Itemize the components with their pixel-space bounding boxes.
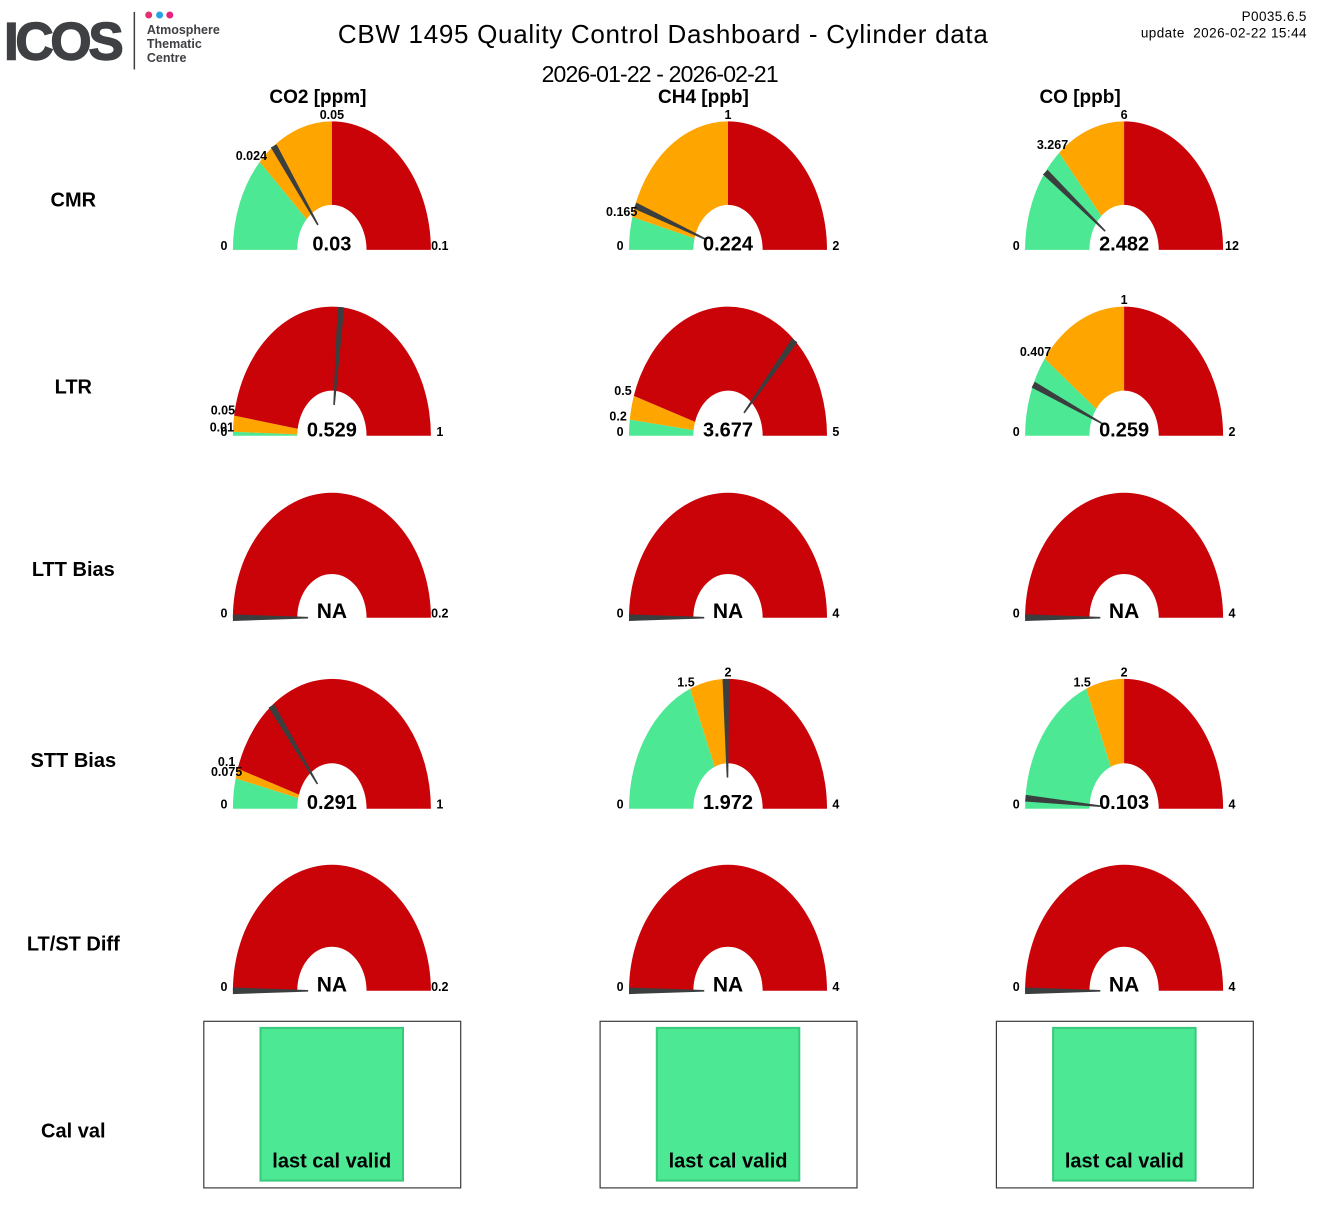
- svg-text:0.05: 0.05: [211, 403, 235, 417]
- svg-text:0: 0: [1013, 425, 1020, 439]
- svg-text:Centre: Centre: [147, 51, 187, 65]
- svg-text:update 2026-02-22 15:44: update 2026-02-22 15:44: [1141, 25, 1307, 40]
- svg-text:0: 0: [1013, 239, 1020, 253]
- svg-text:1: 1: [436, 425, 443, 439]
- svg-text:0: 0: [221, 798, 228, 812]
- svg-text:0: 0: [617, 607, 624, 621]
- svg-text:NA: NA: [317, 600, 347, 623]
- svg-text:0: 0: [617, 425, 624, 439]
- svg-text:1: 1: [725, 108, 732, 122]
- svg-text:LTT Bias: LTT Bias: [32, 559, 115, 581]
- svg-text:5: 5: [832, 425, 839, 439]
- svg-text:0.407: 0.407: [1020, 345, 1051, 359]
- svg-text:0: 0: [221, 239, 228, 253]
- svg-text:4: 4: [1229, 980, 1236, 994]
- svg-text:0: 0: [221, 425, 228, 439]
- svg-text:0.165: 0.165: [606, 205, 637, 219]
- svg-text:NA: NA: [1109, 600, 1139, 623]
- svg-text:0: 0: [1013, 980, 1020, 994]
- svg-text:0.529: 0.529: [307, 419, 357, 441]
- svg-text:4: 4: [832, 607, 839, 621]
- svg-text:Atmosphere: Atmosphere: [147, 23, 220, 37]
- svg-text:CO [ppb]: CO [ppb]: [1039, 87, 1120, 108]
- svg-text:1.5: 1.5: [677, 675, 694, 689]
- svg-text:LTR: LTR: [55, 377, 93, 399]
- svg-text:0.2: 0.2: [609, 409, 626, 423]
- svg-text:1: 1: [436, 798, 443, 812]
- svg-text:ICOS: ICOS: [4, 13, 122, 72]
- svg-text:6: 6: [1121, 108, 1128, 122]
- svg-text:CH4 [ppb]: CH4 [ppb]: [658, 87, 749, 108]
- svg-text:1: 1: [1121, 293, 1128, 307]
- svg-text:0.024: 0.024: [236, 149, 267, 163]
- svg-text:3.677: 3.677: [703, 419, 753, 441]
- svg-text:0: 0: [617, 239, 624, 253]
- svg-text:0.2: 0.2: [431, 980, 448, 994]
- svg-text:0.103: 0.103: [1099, 792, 1149, 814]
- svg-text:NA: NA: [713, 973, 743, 996]
- svg-text:2: 2: [1121, 665, 1128, 679]
- svg-text:2026-01-22 - 2026-02-21: 2026-01-22 - 2026-02-21: [542, 61, 778, 87]
- svg-text:last cal valid: last cal valid: [1065, 1150, 1184, 1172]
- svg-text:Thematic: Thematic: [147, 37, 202, 51]
- svg-text:0: 0: [221, 607, 228, 621]
- svg-text:4: 4: [832, 798, 839, 812]
- svg-text:last cal valid: last cal valid: [272, 1150, 391, 1172]
- svg-text:2: 2: [725, 665, 732, 679]
- svg-text:0.05: 0.05: [320, 108, 344, 122]
- svg-text:0: 0: [617, 798, 624, 812]
- svg-text:0.03: 0.03: [312, 233, 351, 255]
- svg-text:0.291: 0.291: [307, 792, 357, 814]
- svg-text:0.1: 0.1: [431, 239, 448, 253]
- svg-text:CO2 [ppm]: CO2 [ppm]: [269, 87, 366, 108]
- svg-text:last cal valid: last cal valid: [669, 1150, 788, 1172]
- svg-text:4: 4: [1229, 607, 1236, 621]
- svg-text:4: 4: [832, 980, 839, 994]
- svg-text:NA: NA: [1109, 973, 1139, 996]
- svg-text:LT/ST Diff: LT/ST Diff: [27, 934, 120, 956]
- svg-text:1.5: 1.5: [1074, 675, 1091, 689]
- svg-text:P0035.6.5: P0035.6.5: [1242, 9, 1307, 24]
- svg-text:0.075: 0.075: [211, 765, 242, 779]
- svg-text:CBW 1495 Quality Control Dashb: CBW 1495 Quality Control Dashboard - Cyl…: [338, 19, 989, 49]
- svg-text:STT Bias: STT Bias: [31, 750, 117, 772]
- svg-text:0.224: 0.224: [703, 233, 754, 255]
- svg-text:NA: NA: [317, 973, 347, 996]
- svg-text:3.267: 3.267: [1037, 138, 1068, 152]
- svg-text:0: 0: [1013, 607, 1020, 621]
- svg-text:0.259: 0.259: [1099, 419, 1149, 441]
- svg-text:0: 0: [221, 980, 228, 994]
- svg-text:0: 0: [617, 980, 624, 994]
- svg-text:NA: NA: [713, 600, 743, 623]
- svg-text:2: 2: [832, 239, 839, 253]
- svg-text:0.01: 0.01: [210, 420, 234, 434]
- svg-text:0.5: 0.5: [614, 384, 631, 398]
- svg-text:2.482: 2.482: [1099, 233, 1149, 255]
- svg-text:0.2: 0.2: [431, 607, 448, 621]
- svg-text:4: 4: [1229, 798, 1236, 812]
- svg-text:1.972: 1.972: [703, 792, 753, 814]
- svg-text:Cal val: Cal val: [41, 1120, 105, 1142]
- svg-text:12: 12: [1225, 239, 1239, 253]
- svg-text:0.1: 0.1: [218, 755, 235, 769]
- svg-text:0: 0: [1013, 798, 1020, 812]
- svg-text:2: 2: [1229, 425, 1236, 439]
- svg-text:CMR: CMR: [51, 190, 97, 212]
